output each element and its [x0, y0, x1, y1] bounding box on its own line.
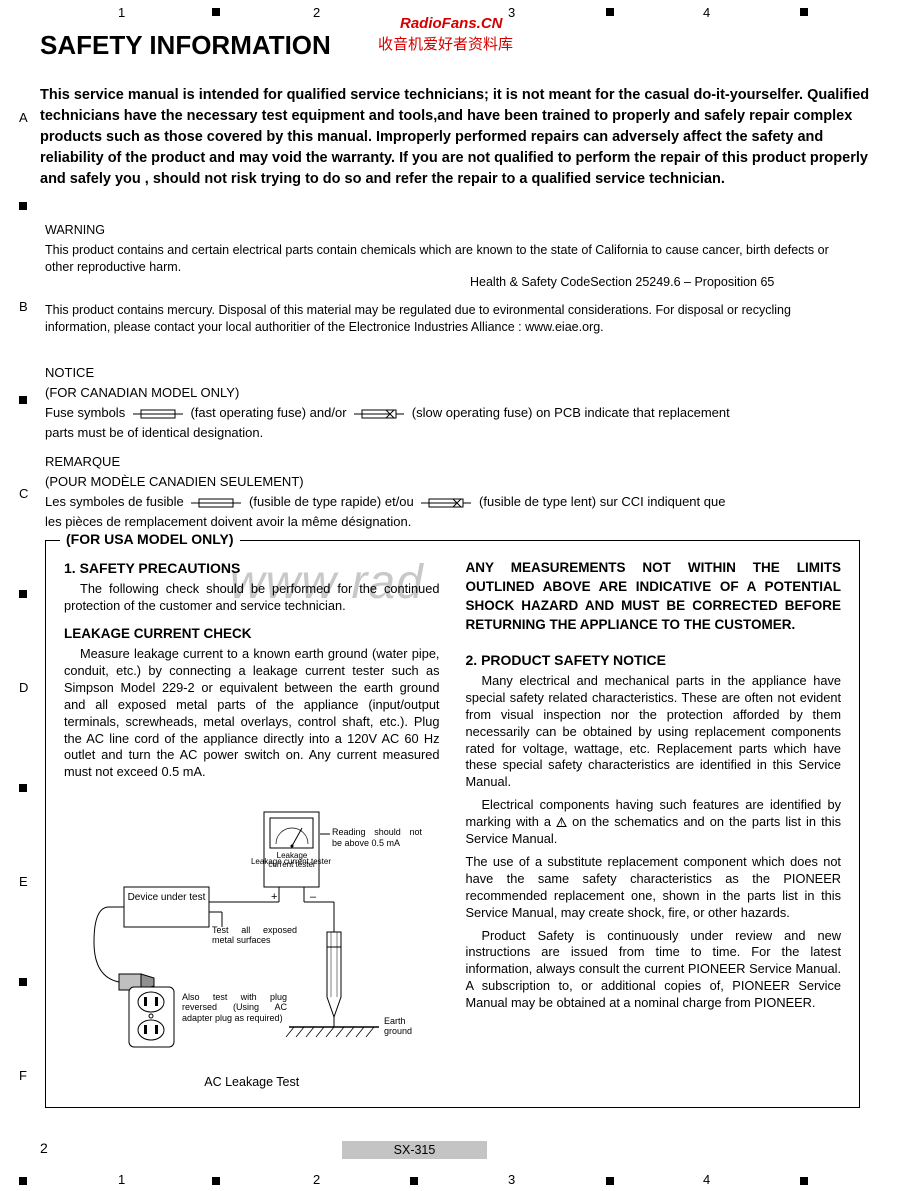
- grid-col-2b: 2: [313, 1172, 320, 1187]
- grid-col-1: 1: [118, 5, 125, 20]
- grid-col-2: 2: [313, 5, 320, 20]
- grid-marker: [606, 8, 614, 16]
- remarque-sub: (POUR MODÈLE CANADIEN SEULEMENT): [45, 472, 860, 492]
- grid-row-e: E: [19, 874, 28, 889]
- slow-fuse-icon: [421, 497, 471, 509]
- fast-fuse-icon: [133, 408, 183, 420]
- fuse-slow-fr: (fusible de type lent) sur CCI indiquent…: [479, 494, 725, 509]
- grid-row-a: A: [19, 110, 28, 125]
- notice-english: NOTICE (FOR CANADIAN MODEL ONLY) Fuse sy…: [45, 363, 860, 444]
- notice-french: REMARQUE (POUR MODÈLE CANADIEN SEULEMENT…: [45, 452, 860, 533]
- grid-marker: [800, 1177, 808, 1185]
- grid-col-4: 4: [703, 5, 710, 20]
- fuse-fast: (fast operating fuse) and/or: [190, 405, 346, 420]
- fast-fuse-icon: [191, 497, 241, 509]
- safety-mark-icon: !: [556, 817, 567, 828]
- fuse-fast-fr: (fusible de type rapide) et/ou: [249, 494, 414, 509]
- grid-marker: [410, 1177, 418, 1185]
- grid-col-4b: 4: [703, 1172, 710, 1187]
- notice-sub: (FOR CANADIAN MODEL ONLY): [45, 383, 860, 403]
- diag-plus: +: [271, 891, 277, 903]
- grid-row-d: D: [19, 680, 28, 695]
- fuse-pre-fr: Les symboles de fusible: [45, 494, 184, 509]
- usa-legend: (FOR USA MODEL ONLY): [60, 531, 240, 547]
- product-safety-p3: The use of a substitute replacement comp…: [466, 854, 842, 922]
- fuse-pre: Fuse symbols: [45, 405, 125, 420]
- safety-precautions-heading: 1. SAFETY PRECAUTIONS: [64, 559, 440, 577]
- diagram-caption: AC Leakage Test: [64, 1074, 440, 1091]
- measurement-warning: ANY MEASUREMENTS NOT WITHIN THE LIMITS O…: [466, 559, 842, 635]
- product-safety-p4: Product Safety is continuously under rev…: [466, 928, 842, 1012]
- grid-col-3b: 3: [508, 1172, 515, 1187]
- svg-text:!: !: [561, 821, 563, 828]
- notice-tail: parts must be of identical designation.: [45, 423, 860, 443]
- fuse-slow: (slow operating fuse) on PCB indicate th…: [412, 405, 730, 420]
- warning-block: WARNING This product contains and certai…: [45, 222, 855, 276]
- grid-marker: [800, 8, 808, 16]
- product-safety-heading: 2. PRODUCT SAFETY NOTICE: [466, 651, 842, 669]
- watermark-url: RadioFans.CN: [400, 15, 503, 32]
- usa-left-column: 1. SAFETY PRECAUTIONS The following chec…: [64, 559, 440, 1091]
- prop65-line: Health & Safety CodeSection 25249.6 – Pr…: [470, 275, 774, 289]
- remarque-line1: Les symboles de fusible (fusible de type…: [45, 492, 860, 512]
- grid-marker: [606, 1177, 614, 1185]
- page-title: SAFETY INFORMATION: [40, 30, 331, 61]
- diag-device: Device under test: [127, 892, 206, 904]
- grid-row-c: C: [19, 486, 28, 501]
- grid-row-f: F: [19, 1068, 27, 1083]
- diag-tester-text: Leakage current tester: [267, 852, 317, 870]
- grid-marker: [212, 1177, 220, 1185]
- grid-marker: [212, 8, 220, 16]
- diag-reading: Reading should not be above 0.5 mA: [332, 827, 422, 849]
- grid-marker: [19, 396, 27, 404]
- product-safety-p1: Many electrical and mechanical parts in …: [466, 673, 842, 791]
- mercury-paragraph: This product contains mercury. Disposal …: [45, 302, 855, 336]
- grid-col-1b: 1: [118, 1172, 125, 1187]
- slow-fuse-icon: [354, 408, 404, 420]
- grid-marker: [19, 202, 27, 210]
- diag-earth: Earth ground: [384, 1017, 434, 1037]
- diag-also: Also test with plug reversed (Using AC a…: [182, 992, 287, 1023]
- leakage-check-body: Measure leakage current to a known earth…: [64, 646, 440, 781]
- grid-marker: [19, 1177, 27, 1185]
- usa-model-box: (FOR USA MODEL ONLY) 1. SAFETY PRECAUTIO…: [45, 540, 860, 1108]
- leakage-diagram: Leakage current tester Leakage current t…: [64, 797, 434, 1067]
- page-number: 2: [40, 1140, 48, 1156]
- diag-minus: –: [310, 891, 317, 903]
- leakage-check-heading: LEAKAGE CURRENT CHECK: [64, 625, 440, 643]
- usa-right-column: ANY MEASUREMENTS NOT WITHIN THE LIMITS O…: [466, 559, 842, 1091]
- warning-heading: WARNING: [45, 222, 855, 239]
- product-safety-p2: Electrical components having such featur…: [466, 797, 842, 848]
- warning-body: This product contains and certain electr…: [45, 242, 855, 276]
- model-label: SX-315: [342, 1141, 487, 1159]
- notice-heading: NOTICE: [45, 363, 860, 383]
- safety-precautions-p1: The following check should be performed …: [64, 581, 440, 615]
- intro-paragraph: This service manual is intended for qual…: [40, 85, 870, 190]
- watermark-cn: 收音机爱好者资料库: [378, 33, 513, 54]
- grid-marker: [19, 978, 27, 986]
- grid-col-3: 3: [508, 5, 515, 20]
- grid-row-b: B: [19, 299, 28, 314]
- diag-testall: Test all exposed metal surfaces: [212, 925, 297, 946]
- notice-line1: Fuse symbols (fast operating fuse) and/o…: [45, 403, 860, 423]
- grid-marker: [19, 590, 27, 598]
- remarque-tail: les pièces de remplacement doivent avoir…: [45, 512, 860, 532]
- grid-marker: [19, 784, 27, 792]
- remarque-heading: REMARQUE: [45, 452, 860, 472]
